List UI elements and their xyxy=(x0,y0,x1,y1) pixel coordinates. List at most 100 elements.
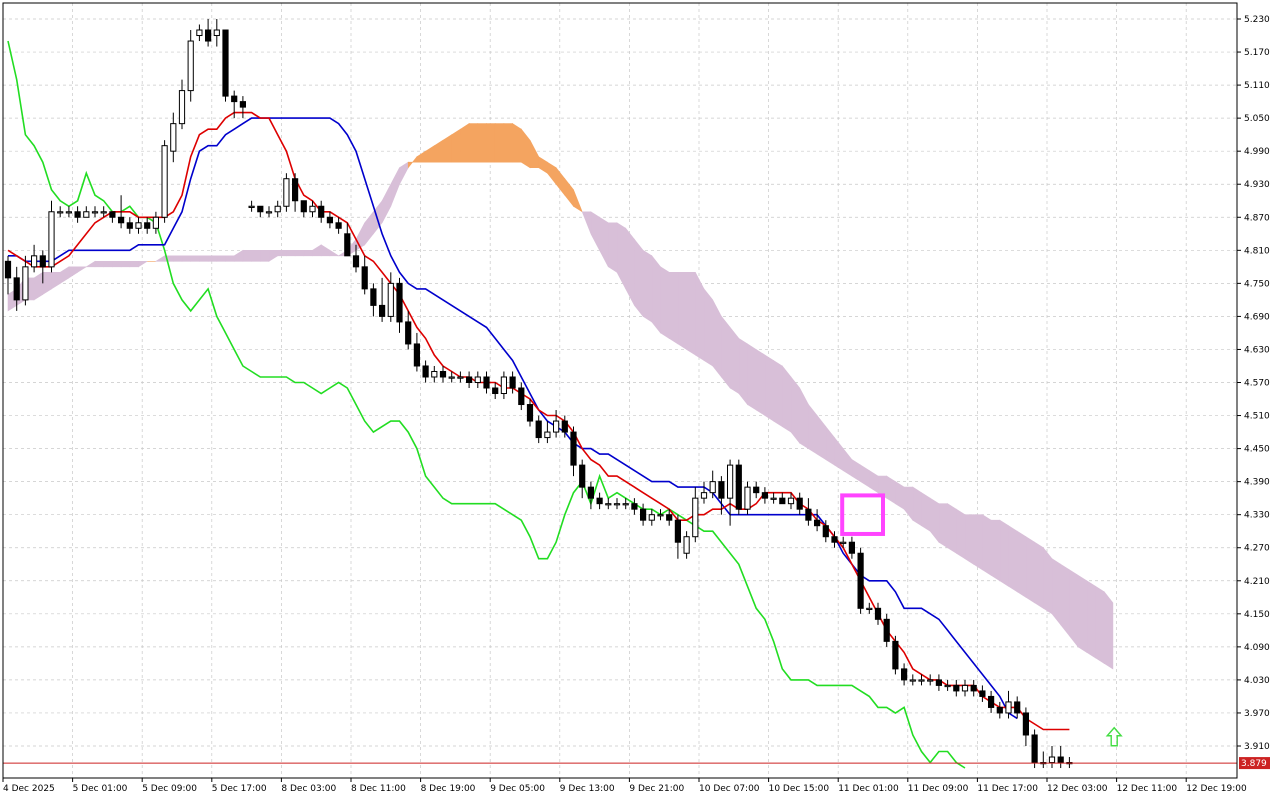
candle[interactable] xyxy=(126,217,133,234)
candle[interactable] xyxy=(274,200,281,218)
candle[interactable] xyxy=(39,250,46,284)
candle[interactable] xyxy=(492,382,499,400)
candle[interactable] xyxy=(483,371,490,394)
candle[interactable] xyxy=(187,30,194,102)
candle[interactable] xyxy=(118,195,125,229)
candle[interactable] xyxy=(961,679,969,697)
candle[interactable] xyxy=(657,509,664,521)
candle[interactable] xyxy=(648,509,655,526)
candle[interactable] xyxy=(22,255,29,306)
candle[interactable] xyxy=(83,206,90,218)
candle[interactable] xyxy=(622,498,629,510)
candle[interactable] xyxy=(561,415,568,438)
candle[interactable] xyxy=(422,360,429,383)
candle[interactable] xyxy=(579,459,586,499)
candle[interactable] xyxy=(518,382,525,411)
candle[interactable] xyxy=(335,217,342,234)
candle[interactable] xyxy=(944,679,951,691)
candle[interactable] xyxy=(718,476,725,515)
candle[interactable] xyxy=(805,498,812,526)
candle[interactable] xyxy=(1014,696,1021,719)
candle[interactable] xyxy=(1031,729,1038,769)
candle[interactable] xyxy=(65,206,73,218)
candle[interactable] xyxy=(674,514,681,559)
candle[interactable] xyxy=(605,498,612,510)
candle[interactable] xyxy=(457,371,464,383)
candle[interactable] xyxy=(318,200,325,223)
candle[interactable] xyxy=(892,635,899,675)
candle[interactable] xyxy=(918,674,925,686)
candle[interactable] xyxy=(753,481,760,499)
candle[interactable] xyxy=(1005,690,1012,719)
candle[interactable] xyxy=(988,690,995,713)
candle[interactable] xyxy=(239,96,247,119)
candle[interactable] xyxy=(927,674,934,686)
candle[interactable] xyxy=(735,459,742,515)
candle[interactable] xyxy=(283,173,290,212)
candle[interactable] xyxy=(796,492,803,515)
candle[interactable] xyxy=(840,536,847,548)
candle[interactable] xyxy=(631,498,638,515)
candle[interactable] xyxy=(466,371,473,389)
candle[interactable] xyxy=(953,679,960,697)
candle[interactable] xyxy=(379,277,386,322)
candle[interactable] xyxy=(370,283,377,317)
candle[interactable] xyxy=(901,663,908,686)
candle[interactable] xyxy=(405,310,412,350)
candle[interactable] xyxy=(1048,746,1056,769)
candle[interactable] xyxy=(822,520,829,543)
candle[interactable] xyxy=(587,481,594,510)
candle[interactable] xyxy=(874,602,882,625)
candle[interactable] xyxy=(152,211,160,234)
candle[interactable] xyxy=(866,602,873,614)
candle[interactable] xyxy=(448,371,455,383)
candle[interactable] xyxy=(31,244,38,273)
candle[interactable] xyxy=(831,531,838,548)
candle[interactable] xyxy=(535,415,542,444)
candle[interactable] xyxy=(526,399,534,427)
candle[interactable] xyxy=(439,365,447,383)
candle[interactable] xyxy=(979,685,986,702)
candle[interactable] xyxy=(135,217,142,234)
candle[interactable] xyxy=(292,173,299,212)
candle[interactable] xyxy=(970,679,977,697)
candle[interactable] xyxy=(300,200,307,218)
candle[interactable] xyxy=(396,277,403,333)
candle[interactable] xyxy=(309,200,316,218)
candle[interactable] xyxy=(883,613,890,647)
candle[interactable] xyxy=(553,410,560,438)
candle[interactable] xyxy=(683,531,690,559)
candle[interactable] xyxy=(4,255,12,295)
candle[interactable] xyxy=(613,498,621,510)
candle[interactable] xyxy=(265,206,273,218)
candle[interactable] xyxy=(161,140,168,223)
candle[interactable] xyxy=(109,211,116,223)
candle[interactable] xyxy=(727,459,734,526)
candle[interactable] xyxy=(814,509,821,532)
candle[interactable] xyxy=(222,29,229,102)
candle[interactable] xyxy=(666,509,673,526)
candle[interactable] xyxy=(909,674,916,686)
candle[interactable] xyxy=(205,19,212,47)
candle[interactable] xyxy=(570,426,577,477)
candle[interactable] xyxy=(787,492,795,510)
candle[interactable] xyxy=(48,200,55,273)
candle[interactable] xyxy=(257,205,264,218)
candle[interactable] xyxy=(700,481,708,504)
candle[interactable] xyxy=(1022,707,1029,746)
candle[interactable] xyxy=(196,24,203,42)
candle[interactable] xyxy=(13,266,20,311)
candle[interactable] xyxy=(361,255,368,295)
candle[interactable] xyxy=(387,272,394,322)
candle[interactable] xyxy=(596,492,603,510)
candle[interactable] xyxy=(213,19,220,47)
candle[interactable] xyxy=(178,79,186,130)
candle[interactable] xyxy=(500,371,507,400)
candle[interactable] xyxy=(74,206,81,223)
candle[interactable] xyxy=(640,503,647,526)
candle[interactable] xyxy=(779,492,786,505)
candle[interactable] xyxy=(770,492,777,504)
candle[interactable] xyxy=(231,90,238,119)
candle[interactable] xyxy=(100,206,107,218)
candle[interactable] xyxy=(248,200,255,212)
